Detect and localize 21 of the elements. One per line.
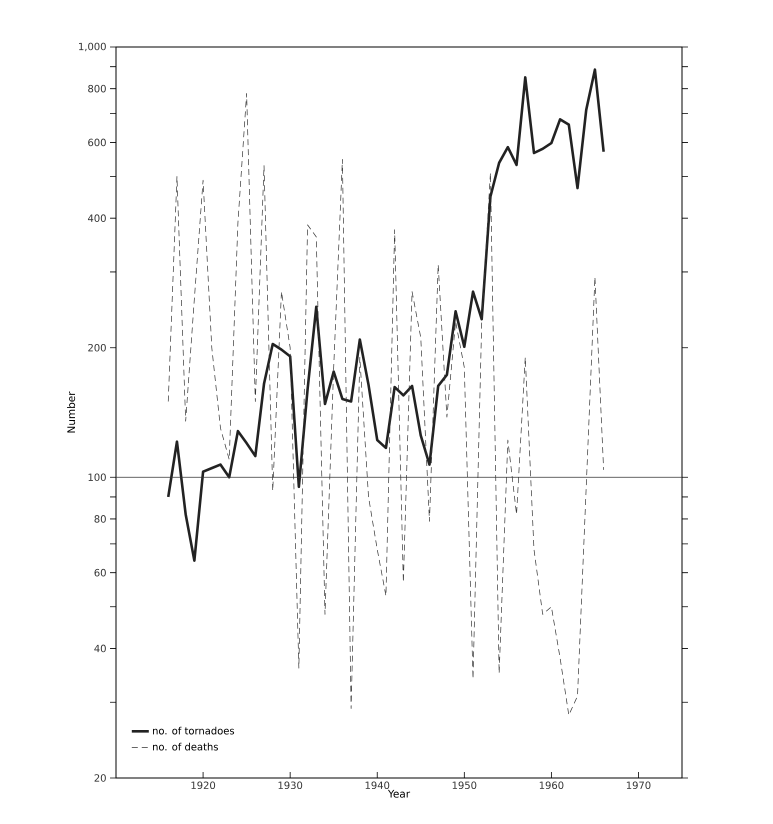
legend-label: no. of tornadoes (153, 726, 234, 734)
y-axis-title: Number (67, 391, 76, 432)
y-tick-label: 60 (94, 568, 106, 576)
x-tick-label: 1970 (626, 782, 650, 790)
y-tick-label: 100 (88, 473, 106, 482)
x-tick-label: 1960 (540, 782, 564, 790)
y-tick-label: 200 (88, 344, 106, 352)
x-tick-label: 1930 (278, 782, 302, 790)
x-axis-title: Year (388, 790, 410, 798)
x-tick-label: 1920 (191, 782, 216, 790)
y-tick-label: 80 (94, 515, 106, 523)
y-tick-label: 20 (94, 774, 106, 782)
x-tick-label: 1940 (366, 782, 390, 790)
y-tick-label: 800 (88, 84, 106, 92)
x-tick-label: 1950 (452, 782, 476, 790)
y-tick-label: 1,000 (79, 42, 106, 52)
line-series (166, 68, 605, 562)
legend-label: no. of deaths (153, 742, 218, 751)
y-tick-label: 40 (94, 644, 106, 652)
y-tick-label: 400 (88, 214, 106, 222)
y-tick-label: 600 (88, 138, 106, 146)
